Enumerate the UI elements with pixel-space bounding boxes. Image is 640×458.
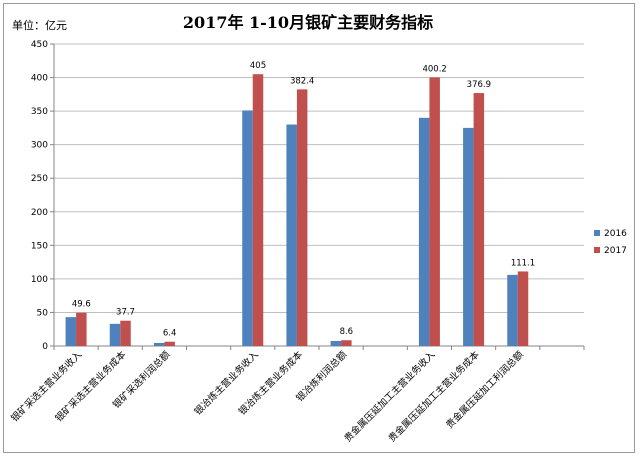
x-category-label: 银矿采选主营业务收入 — [9, 348, 85, 424]
legend-label: 2017 — [604, 246, 627, 256]
gridlines — [50, 43, 584, 347]
chart-title: 2017年 1-10月银矿主要财务指标 — [183, 13, 433, 32]
bar-2017 — [120, 320, 131, 346]
y-tick-label: 350 — [31, 107, 48, 117]
legend: 2016 2017 — [594, 229, 627, 256]
y-tick-label: 50 — [37, 308, 49, 318]
bar-2017 — [76, 312, 87, 346]
bar-2017 — [429, 77, 440, 347]
bar-2017 — [473, 93, 485, 346]
y-tick-label: 450 — [31, 40, 48, 50]
y-tick-label: 100 — [31, 275, 48, 285]
unit-label: 单位：亿元 — [12, 18, 67, 32]
bar-2016 — [153, 342, 165, 346]
bar-chart: 2017年 1-10月银矿主要财务指标 单位：亿元 49.6 37.7 6.4 405… — [9, 13, 628, 444]
data-labels: 49.6 37.7 6.4 405 382.4 8.6 400.2 376.9 111.1 — [72, 61, 535, 339]
bar-2016 — [109, 323, 121, 346]
x-category-label: 贵金属压延加工主营业务收入 — [342, 348, 438, 444]
bar-2017 — [296, 89, 308, 346]
bar-2016 — [65, 317, 77, 346]
bar-2017 — [252, 74, 264, 346]
data-label: 8.6 — [340, 327, 354, 337]
axes — [53, 44, 585, 350]
data-label: 376.9 — [467, 80, 491, 90]
data-label: 6.4 — [163, 329, 177, 339]
y-tick-label: 200 — [31, 208, 48, 218]
bar-2017 — [164, 341, 175, 346]
data-label: 111.1 — [511, 258, 535, 268]
bar-2016 — [286, 124, 297, 347]
legend-swatch-2016 — [594, 230, 600, 236]
x-category-label: 银矿采选主营业务成本 — [53, 348, 129, 424]
y-tick-label: 150 — [31, 241, 48, 251]
y-tick-labels: 0 50 100 150 200 250 300 350 400 450 — [31, 40, 48, 352]
bar-2017 — [341, 340, 352, 346]
y-tick-label: 300 — [31, 141, 48, 151]
bar-2016 — [463, 127, 474, 346]
data-label: 400.2 — [422, 64, 446, 74]
y-tick-label: 400 — [31, 74, 48, 84]
y-tick-label: 0 — [42, 342, 48, 352]
x-category-label: 贵金属压延加工主营业务成本 — [386, 348, 482, 444]
bar-2016 — [507, 274, 518, 346]
bar-2017 — [517, 271, 529, 346]
legend-swatch-2017 — [594, 247, 600, 253]
data-label: 37.7 — [116, 308, 135, 318]
data-label: 382.4 — [290, 76, 314, 86]
bar-2016 — [418, 117, 430, 346]
chart-frame: 2017年 1-10月银矿主要财务指标 单位：亿元 49.6 37.7 6.4 405… — [3, 3, 635, 453]
data-label: 405 — [250, 61, 266, 71]
y-tick-label: 250 — [31, 174, 48, 184]
bar-2016 — [330, 340, 342, 346]
bars — [65, 74, 529, 347]
x-category-label: 贵金属压延加工利润总额 — [443, 348, 526, 431]
legend-label: 2016 — [604, 229, 627, 239]
bar-2016 — [242, 110, 253, 346]
data-label: 49.6 — [72, 300, 91, 310]
